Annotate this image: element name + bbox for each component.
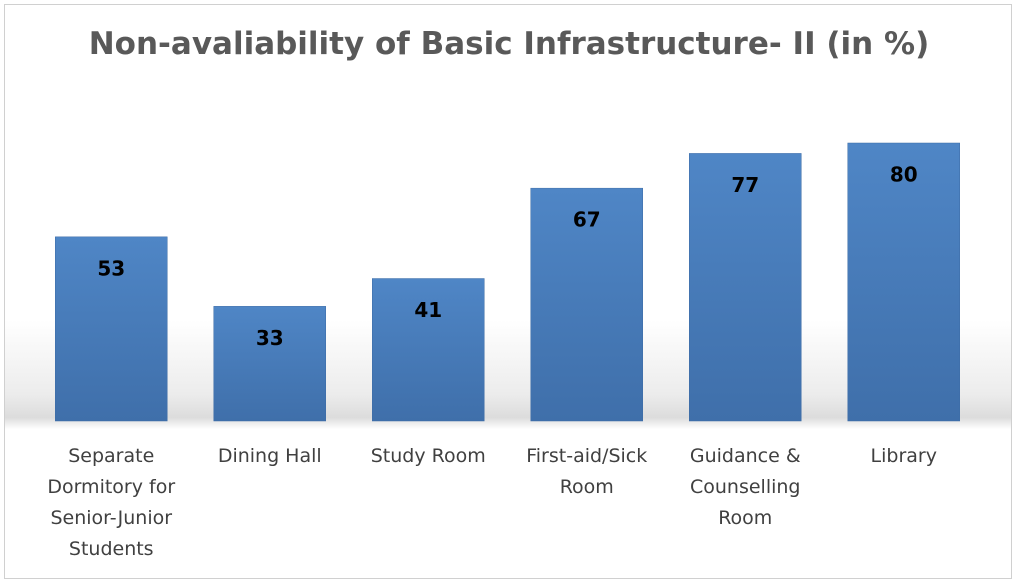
x-tick-label: Library	[870, 445, 937, 467]
data-label: 33	[256, 326, 284, 350]
data-label: 41	[414, 298, 442, 322]
bar	[530, 187, 643, 422]
bar	[55, 236, 168, 422]
bar	[372, 278, 485, 422]
chart-frame	[4, 4, 1012, 579]
x-tick-label: Separate Dormitory for Senior-Junior Stu…	[47, 445, 176, 560]
x-tick-label: First-aid/Sick Room	[526, 445, 648, 498]
bar	[213, 306, 326, 422]
x-tick-label: Study Room	[370, 445, 486, 467]
data-label: 77	[731, 173, 759, 197]
chart-title: Non-avaliability of Basic Infrastructure…	[88, 26, 930, 62]
bar	[689, 153, 802, 422]
x-tick-label: Guidance & Counselling Room	[689, 445, 801, 529]
data-label: 53	[97, 256, 125, 280]
data-label: 80	[890, 163, 918, 187]
x-tick-label: Dining Hall	[217, 445, 322, 467]
bar	[847, 142, 960, 422]
data-label: 67	[573, 208, 601, 232]
